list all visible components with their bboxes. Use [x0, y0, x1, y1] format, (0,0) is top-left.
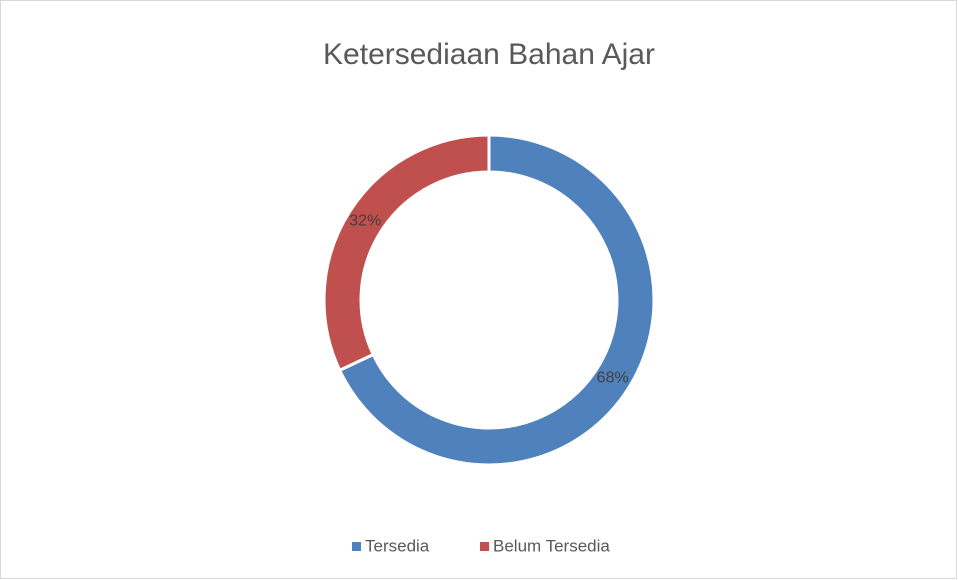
doughnut-segment	[322, 133, 491, 373]
legend-label: Belum Tersedia	[493, 536, 610, 555]
legend-label: Tersedia	[365, 536, 430, 555]
doughnut-segment	[337, 133, 656, 467]
data-label: 32%	[349, 213, 381, 230]
chart-title: Ketersediaan Bahan Ajar	[323, 38, 655, 71]
data-label: 68%	[597, 370, 629, 387]
legend-swatch	[480, 542, 489, 551]
legend-swatch	[352, 542, 361, 551]
